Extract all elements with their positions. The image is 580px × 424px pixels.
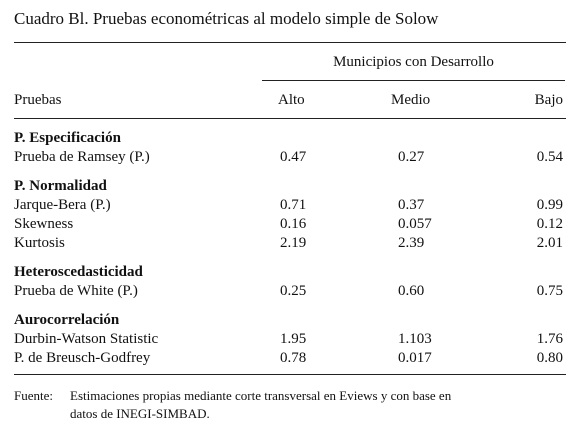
cell-value: 0.54 bbox=[536, 149, 563, 165]
cell-value: 1.95 bbox=[280, 331, 307, 347]
cell-value: 0.80 bbox=[536, 350, 563, 366]
cell-value: 0.47 bbox=[280, 149, 307, 165]
cell-value: 0.16 bbox=[280, 216, 307, 232]
top-rule bbox=[14, 42, 566, 43]
cell-value: 0.78 bbox=[280, 350, 307, 366]
row-label: Durbin-Watson Statistic bbox=[14, 331, 159, 347]
cell-value: 0.75 bbox=[536, 283, 563, 299]
cell-value: 2.39 bbox=[398, 235, 425, 251]
column-header: Bajo bbox=[534, 92, 563, 108]
cell-value: 0.99 bbox=[536, 197, 563, 213]
cell-value: 0.37 bbox=[398, 197, 425, 213]
cell-value: 1.103 bbox=[398, 331, 432, 347]
footnote-label: Fuente: bbox=[14, 388, 53, 403]
row-label: Kurtosis bbox=[14, 235, 65, 251]
column-header: Pruebas bbox=[14, 92, 62, 108]
footnote-line: Estimaciones propias mediante corte tran… bbox=[70, 388, 452, 403]
bottom-rule bbox=[14, 374, 566, 375]
section-heading: P. Normalidad bbox=[14, 178, 107, 194]
footnote-line: datos de INEGI-SIMBAD. bbox=[70, 406, 210, 421]
column-group: Municipios con Desarrollo bbox=[333, 54, 494, 70]
row-label: Skewness bbox=[14, 216, 74, 232]
cell-value: 1.76 bbox=[536, 331, 563, 347]
row-label: Jarque-Bera (P.) bbox=[14, 197, 111, 213]
header-rule bbox=[14, 118, 566, 119]
cell-value: 0.60 bbox=[398, 283, 425, 299]
cell-value: 2.01 bbox=[536, 235, 563, 251]
cell-value: 0.25 bbox=[280, 283, 307, 299]
section-heading: Heteroscedasticidad bbox=[14, 264, 143, 280]
column-header: Medio bbox=[391, 92, 431, 108]
column-header: Alto bbox=[278, 92, 305, 108]
section-heading: Aurocorrelación bbox=[14, 312, 120, 328]
row-label: P. de Breusch-Godfrey bbox=[14, 350, 151, 366]
cell-value: 0.12 bbox=[536, 216, 563, 232]
cell-value: 0.017 bbox=[398, 350, 432, 366]
cell-value: 0.27 bbox=[398, 149, 425, 165]
title: Cuadro Bl. Pruebas econométricas al mode… bbox=[14, 9, 439, 28]
cell-value: 0.71 bbox=[280, 197, 307, 213]
row-label: Prueba de White (P.) bbox=[14, 283, 138, 299]
row-label: Prueba de Ramsey (P.) bbox=[14, 149, 150, 165]
cell-value: 0.057 bbox=[398, 216, 432, 232]
cell-value: 2.19 bbox=[280, 235, 307, 251]
group-rule bbox=[262, 80, 565, 81]
section-heading: P. Especificación bbox=[14, 130, 121, 146]
